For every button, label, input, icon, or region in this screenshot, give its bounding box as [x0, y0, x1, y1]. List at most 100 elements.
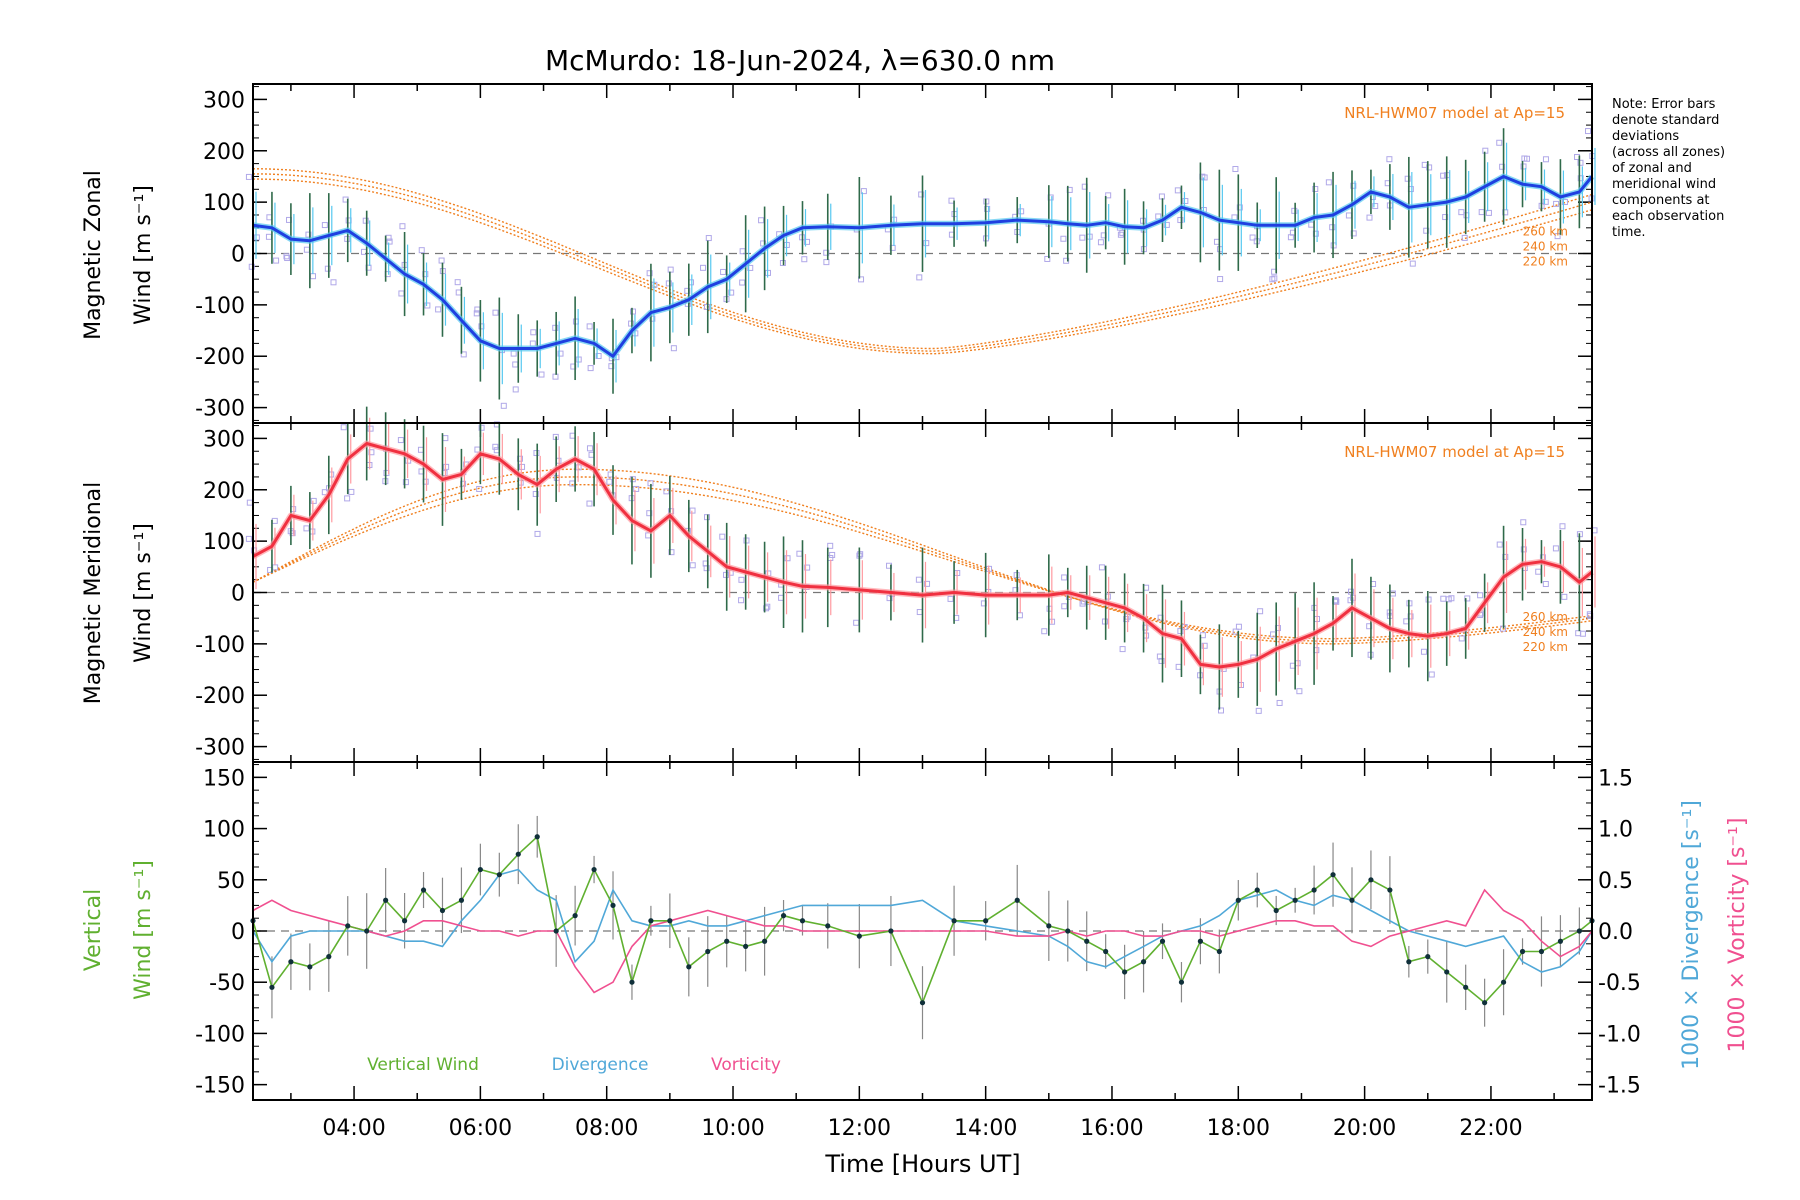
zone-point	[984, 205, 991, 212]
zone-point	[804, 238, 811, 245]
zone-point	[1464, 595, 1471, 602]
vertical-wind-point	[477, 866, 483, 873]
altitude-label: 240 km	[1523, 625, 1568, 639]
zone-point	[1232, 166, 1239, 173]
zone-point	[460, 351, 467, 358]
y-tick-label: 100	[203, 818, 245, 843]
y-tick-label: 100	[203, 191, 245, 216]
vertical-wind-point	[983, 918, 989, 924]
vertical-wind-point	[1065, 928, 1071, 934]
vertical-wind-point	[724, 938, 730, 944]
zone-point	[253, 234, 260, 241]
zone-point	[1097, 239, 1104, 246]
meridional-ylabel-line2: Wind [m s⁻¹]	[131, 523, 156, 663]
zone-point	[1440, 172, 1447, 179]
zone-point	[763, 605, 770, 612]
zone-point	[1553, 200, 1560, 207]
x-tick-label: 16:00	[1080, 1116, 1143, 1141]
zone-point	[705, 235, 712, 242]
zone-point	[397, 437, 404, 444]
zone-point	[443, 463, 450, 470]
zone-point	[417, 446, 424, 453]
zone-point	[1105, 192, 1112, 199]
zone-point	[1347, 597, 1354, 604]
vertical-wind-point	[1368, 877, 1374, 883]
zone-point	[1063, 257, 1070, 264]
vertical-wind-point	[1576, 928, 1582, 934]
zone-point	[857, 551, 864, 558]
zone-point	[1255, 707, 1262, 714]
zone-point	[1350, 182, 1357, 189]
note-line: Note: Error bars	[1612, 97, 1716, 112]
zone-point	[738, 597, 745, 604]
y2-tick-label: 1.0	[1598, 818, 1633, 843]
zone-point	[1485, 209, 1492, 216]
zone-point	[915, 576, 922, 583]
y2-tick-label: -1.0	[1598, 1022, 1641, 1047]
zone-point	[1445, 596, 1452, 603]
zone-point	[923, 240, 930, 247]
zone-point	[512, 386, 519, 393]
zone-point	[303, 525, 310, 532]
zone-point	[1271, 275, 1278, 282]
zone-point	[1249, 234, 1256, 241]
vertical-wind-point	[496, 872, 502, 878]
zone-point	[245, 173, 252, 180]
zone-point	[1312, 185, 1319, 192]
note-line: denote standard	[1612, 113, 1719, 128]
zone-point	[289, 530, 296, 537]
model-curve	[253, 173, 1593, 352]
zone-point	[1345, 212, 1352, 219]
altitude-label: 220 km	[1523, 255, 1568, 269]
vertical-wind-point	[761, 938, 768, 944]
vertical-wind-point	[743, 943, 749, 949]
vertical-wind-point	[1216, 948, 1222, 955]
vertical-ylabel-line1: Vertical	[81, 889, 106, 971]
model-curve	[252, 468, 1593, 645]
zone-point	[595, 353, 602, 360]
y-tick-label: -100	[195, 294, 245, 319]
wind-line	[252, 442, 1593, 669]
zone-point	[916, 274, 923, 281]
zone-point	[248, 263, 255, 270]
zone-point	[368, 449, 375, 456]
vertical-wind-point	[401, 918, 408, 924]
zone-point	[1523, 155, 1530, 162]
vertical-wind-point	[888, 928, 894, 934]
y-tick-label: 0	[231, 243, 245, 268]
y-tick-label: -100	[195, 1022, 245, 1047]
zone-point	[586, 500, 593, 507]
zone-point	[670, 345, 677, 352]
zone-point	[684, 287, 691, 294]
zone-point	[1308, 221, 1315, 228]
zone-point	[321, 222, 328, 229]
vertical-wind-point	[856, 933, 862, 939]
vertical-wind-point	[825, 923, 831, 929]
vertical-wind-point	[515, 851, 521, 857]
x-tick-label: 18:00	[1207, 1116, 1270, 1141]
zone-point	[1044, 255, 1051, 262]
vertical-wind-point	[1349, 897, 1355, 903]
zone-point	[1201, 642, 1208, 649]
zone-point	[303, 246, 310, 253]
zone-point	[633, 485, 640, 492]
zone-point	[738, 576, 745, 583]
vertical-wind-point	[458, 897, 465, 903]
zone-point	[245, 535, 252, 542]
zone-point	[492, 309, 499, 316]
vertical-wind-point	[1273, 907, 1279, 914]
zone-point	[305, 231, 312, 238]
zone-point	[367, 425, 374, 432]
zone-point	[1060, 235, 1067, 242]
zone-point	[344, 495, 351, 502]
zone-point	[853, 619, 860, 626]
vertical-wind-point	[780, 913, 787, 919]
vertical-wind-point	[1292, 897, 1298, 903]
zone-point	[272, 564, 279, 571]
zone-point	[823, 249, 830, 256]
x-tick-label: 04:00	[322, 1116, 385, 1141]
vertical-wind-point	[1140, 959, 1147, 965]
zone-point	[534, 530, 541, 537]
chart-title: McMurdo: 18-Jun-2024, λ=630.0 nm	[545, 44, 1055, 77]
